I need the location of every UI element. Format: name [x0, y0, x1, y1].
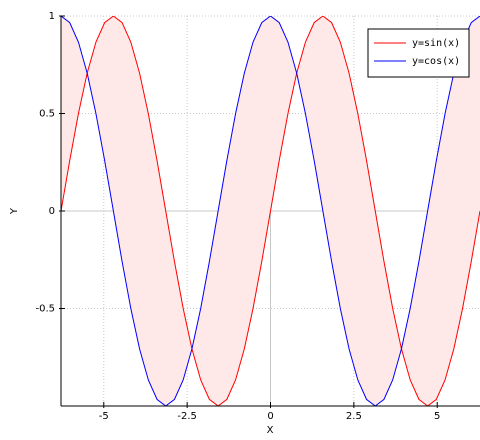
- legend: y=sin(x) y=cos(x): [367, 28, 470, 78]
- x-tick-label: -2.5: [177, 411, 197, 422]
- x-tick-label: -5: [99, 411, 109, 422]
- x-axis-label: X: [267, 425, 274, 436]
- x-tick-label: 0: [267, 411, 273, 422]
- y-axis-label: Y: [9, 207, 20, 215]
- legend-box: [367, 28, 470, 78]
- legend-label: y=sin(x): [412, 38, 460, 49]
- y-tick-label: 0.5: [39, 109, 55, 120]
- x-tick-label: 2.5: [346, 411, 362, 422]
- line: [61, 16, 480, 406]
- y-tick-label: 1: [49, 11, 55, 22]
- line: [61, 16, 480, 406]
- y-tick-label: -0.5: [35, 304, 55, 315]
- legend-label: y=cos(x): [412, 56, 460, 67]
- x-tick-label: 5: [434, 411, 440, 422]
- y-tick-label: 0: [49, 206, 55, 217]
